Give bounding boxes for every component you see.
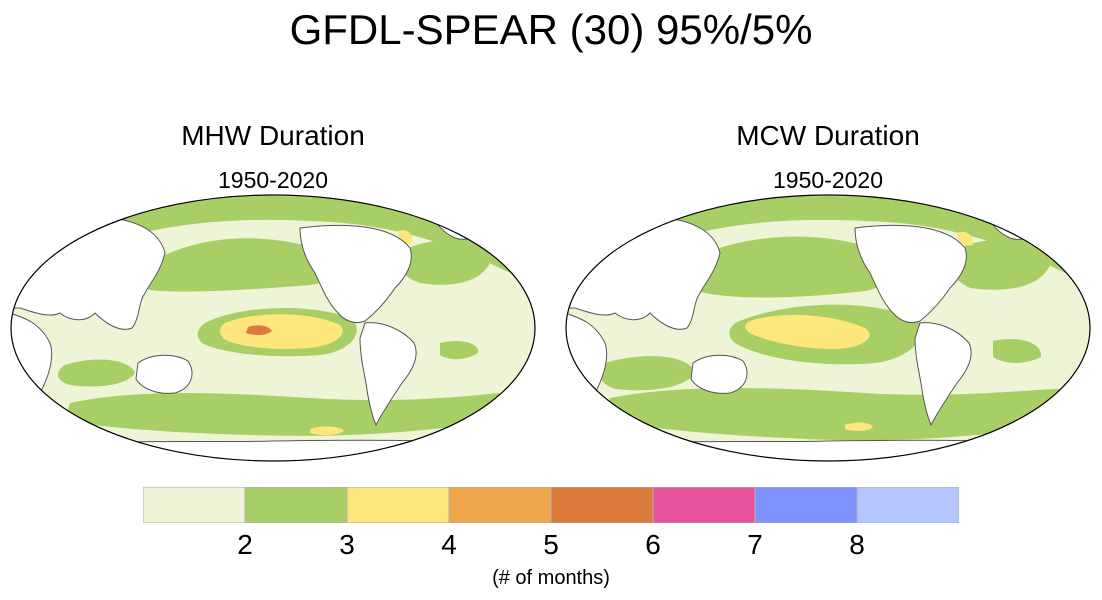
land-south-america (914, 322, 972, 427)
contour-arctic-band (615, 196, 1075, 273)
colorbar-bin (346, 487, 450, 523)
contour-enso-peak-orange (246, 325, 272, 336)
land-south-america (359, 322, 417, 427)
colorbar-tick-label: 4 (441, 529, 457, 560)
colorbar (143, 487, 959, 523)
map-frame (565, 194, 1091, 462)
land-australia (690, 354, 748, 394)
colorbar-tick-label: 2 (237, 529, 253, 560)
colorbar-bin (754, 487, 858, 523)
colorbar-tick-label: 3 (339, 529, 355, 560)
mhw-duration-map (10, 194, 536, 462)
mcw-panel-title: MCW Duration (736, 120, 920, 151)
contour-south-pacific-yellow (310, 426, 344, 436)
mhw-panel-title: MHW Duration (181, 120, 365, 151)
land-australia (135, 354, 193, 394)
contour-south-pacific-yellow (845, 422, 873, 432)
colorbar-bin (652, 487, 756, 523)
contour-southern-ocean-band (605, 388, 1080, 441)
colorbar-tick-label: 7 (747, 529, 763, 560)
colorbar-tick-label: 6 (645, 529, 661, 560)
contour-arctic-band (60, 196, 520, 273)
map-frame (10, 194, 536, 462)
mcw-panel-period: 1950-2020 (773, 167, 883, 193)
contour-north-atlantic-band (398, 240, 490, 285)
contour-enso-core-yellow (219, 314, 343, 349)
mcw-duration-map (565, 194, 1091, 462)
land-antarctica (566, 439, 1090, 461)
colorbar-bin (856, 487, 959, 523)
colorbar-bin (448, 487, 552, 523)
land-north-america (854, 224, 967, 324)
colorbar-tick-label: 5 (543, 529, 559, 560)
contour-labrador-yellow (957, 231, 974, 246)
colorbar-units-label: (# of months) (492, 567, 610, 589)
contour-indian-ocean-green (58, 359, 135, 387)
contour-southern-ocean-band (65, 393, 510, 436)
land-antarctica (11, 439, 535, 461)
contour-north-pacific-band (135, 238, 341, 292)
land-north-america (299, 224, 412, 324)
contour-south-atlantic-green (993, 338, 1042, 363)
mhw-panel-period: 1950-2020 (218, 167, 328, 193)
contour-indian-ocean-green (599, 356, 695, 391)
contour-north-pacific-band (683, 236, 896, 298)
colorbar-bin (244, 487, 348, 523)
contour-north-atlantic-band (948, 239, 1050, 290)
contour-enso-core-yellow (745, 314, 870, 349)
colorbar-bin (143, 487, 246, 523)
colorbar-bin (550, 487, 654, 523)
figure-title: GFDL-SPEAR (30) 95%/5% (289, 6, 813, 53)
contour-south-atlantic-green (440, 341, 479, 360)
colorbar-tick-label: 8 (849, 529, 865, 560)
